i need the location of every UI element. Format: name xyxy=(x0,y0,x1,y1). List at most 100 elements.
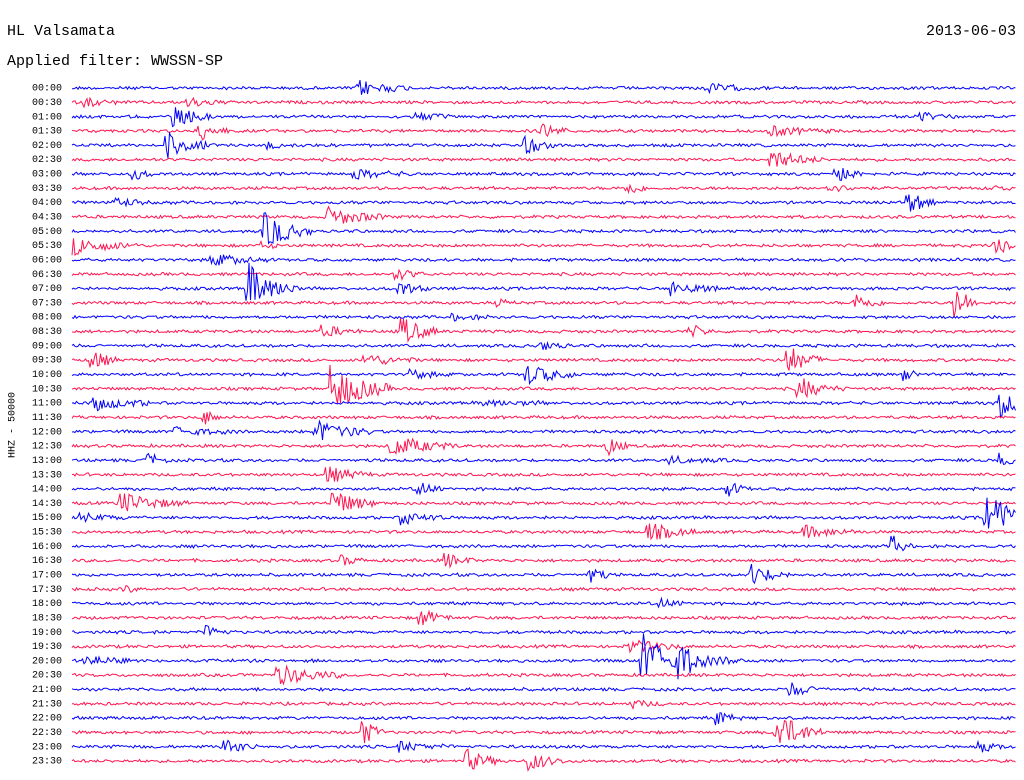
time-label: 12:30 xyxy=(32,442,62,453)
time-label: 15:30 xyxy=(32,528,62,539)
time-label: 15:00 xyxy=(32,513,62,524)
time-label: 08:30 xyxy=(32,327,62,338)
trace xyxy=(71,152,1016,167)
trace xyxy=(71,254,1016,266)
trace xyxy=(71,183,1016,195)
trace xyxy=(71,712,1016,726)
time-label: 19:00 xyxy=(32,628,62,639)
time-label: 06:00 xyxy=(32,255,62,266)
time-label: 09:30 xyxy=(32,356,62,367)
trace xyxy=(71,410,1016,425)
time-label: 00:00 xyxy=(32,84,62,95)
trace xyxy=(71,205,1016,224)
trace xyxy=(71,624,1016,637)
trace xyxy=(71,212,1016,245)
station-name: HL Valsamata xyxy=(7,23,115,40)
trace xyxy=(71,168,1016,181)
time-label: 05:30 xyxy=(32,241,62,252)
time-label: 19:30 xyxy=(32,642,62,653)
time-label: 07:00 xyxy=(32,284,62,295)
trace xyxy=(71,719,1016,744)
time-label: 17:00 xyxy=(32,570,62,581)
trace xyxy=(71,194,1016,212)
trace xyxy=(71,394,1016,418)
time-label: 14:30 xyxy=(32,499,62,510)
trace xyxy=(71,312,1016,322)
time-label: 03:00 xyxy=(32,170,62,181)
time-label: 16:00 xyxy=(32,542,62,553)
time-label: 12:00 xyxy=(32,427,62,438)
trace xyxy=(71,639,1016,654)
trace xyxy=(71,609,1016,626)
time-label: 04:00 xyxy=(32,198,62,209)
trace xyxy=(71,291,1016,318)
trace xyxy=(71,739,1016,753)
time-label: 08:00 xyxy=(32,313,62,324)
trace xyxy=(71,492,1016,512)
time-label: 22:30 xyxy=(32,728,62,739)
time-label: 14:00 xyxy=(32,485,62,496)
trace xyxy=(71,79,1016,95)
trace xyxy=(71,318,1016,343)
time-label: 09:00 xyxy=(32,341,62,352)
trace xyxy=(71,584,1016,593)
trace xyxy=(71,419,1016,440)
time-label: 10:00 xyxy=(32,370,62,381)
time-label: 02:30 xyxy=(32,155,62,166)
time-label: 20:30 xyxy=(32,671,62,682)
trace xyxy=(71,563,1016,585)
trace xyxy=(71,452,1016,466)
trace xyxy=(71,238,1016,257)
time-label: 01:00 xyxy=(32,112,62,123)
trace xyxy=(71,262,1016,301)
channel-label: HHZ - 50000 xyxy=(8,392,19,458)
trace xyxy=(71,664,1016,686)
time-label: 21:00 xyxy=(32,685,62,696)
time-label: 00:30 xyxy=(32,98,62,109)
time-label: 07:30 xyxy=(32,298,62,309)
time-label: 22:00 xyxy=(32,714,62,725)
filter-label: Applied filter: WWSSN-SP xyxy=(7,53,223,70)
time-label: 21:30 xyxy=(32,699,62,710)
time-label: 10:30 xyxy=(32,384,62,395)
trace xyxy=(71,523,1016,541)
time-label: 13:30 xyxy=(32,470,62,481)
trace xyxy=(71,552,1016,569)
trace xyxy=(71,268,1016,282)
trace xyxy=(72,699,1016,711)
time-label: 13:00 xyxy=(32,456,62,467)
trace xyxy=(71,437,1016,457)
time-label: 20:00 xyxy=(32,656,62,667)
time-label: 05:00 xyxy=(32,227,62,238)
trace xyxy=(71,633,1016,680)
trace xyxy=(71,497,1016,529)
trace xyxy=(71,482,1016,497)
time-label: 02:00 xyxy=(32,141,62,152)
time-label: 23:00 xyxy=(32,742,62,753)
time-label: 18:30 xyxy=(32,613,62,624)
date: 2013-06-03 xyxy=(926,23,1016,40)
trace xyxy=(71,131,1016,159)
time-label: 16:30 xyxy=(32,556,62,567)
time-label: 11:00 xyxy=(32,399,62,410)
time-label: 18:00 xyxy=(32,599,62,610)
time-label: 17:30 xyxy=(32,585,62,596)
trace xyxy=(71,96,1016,109)
time-label: 01:30 xyxy=(32,127,62,138)
trace xyxy=(71,348,1016,371)
trace xyxy=(71,682,1016,697)
trace xyxy=(71,535,1016,552)
trace xyxy=(71,466,1016,482)
trace xyxy=(71,596,1016,609)
trace xyxy=(71,340,1016,350)
trace xyxy=(71,364,1016,405)
time-label: 06:30 xyxy=(32,270,62,281)
trace xyxy=(71,748,1016,772)
time-label: 11:30 xyxy=(32,413,62,424)
time-label: 03:30 xyxy=(32,184,62,195)
time-label: 23:30 xyxy=(32,757,62,768)
trace xyxy=(71,123,1016,141)
trace xyxy=(71,107,1016,128)
